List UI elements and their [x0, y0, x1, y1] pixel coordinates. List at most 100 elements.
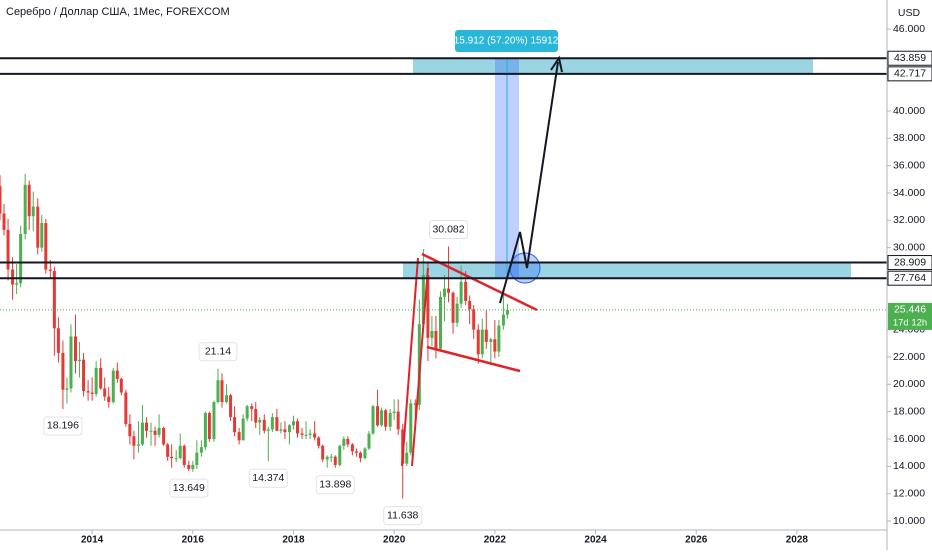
candle-body — [266, 429, 270, 431]
candle-body — [426, 274, 430, 338]
candle-body — [484, 329, 488, 342]
annotation-box — [248, 468, 288, 488]
candle-body — [350, 444, 354, 452]
candle-body — [229, 395, 233, 418]
drawings — [401, 55, 563, 467]
candle-body — [162, 428, 166, 445]
level-label-box — [887, 270, 932, 286]
candle-body — [371, 406, 375, 434]
candle-body — [111, 370, 115, 403]
candle-body — [354, 451, 358, 453]
candle-body — [258, 419, 262, 423]
level-label: 43.859 — [894, 52, 926, 64]
candle-body — [187, 464, 191, 470]
candle-body — [447, 288, 451, 293]
projection-path — [499, 61, 559, 304]
candle-body — [392, 411, 396, 414]
candle-body — [182, 445, 186, 465]
candle-body — [94, 367, 98, 394]
measure-label-box — [455, 30, 558, 52]
candle-body — [170, 456, 174, 459]
candle-body — [241, 418, 245, 441]
candle-body — [451, 292, 455, 323]
candle-body — [199, 447, 203, 453]
candle-body — [358, 452, 362, 459]
candle-body — [2, 213, 6, 230]
candle-body — [342, 438, 346, 446]
candle-body — [56, 328, 60, 353]
candle-body — [69, 336, 73, 389]
candle-body — [283, 429, 287, 433]
candle-body — [233, 417, 237, 433]
candle-body — [455, 303, 459, 323]
candle-body — [409, 403, 413, 453]
countdown-label: 17d 12h — [893, 317, 927, 328]
candle-body — [124, 392, 128, 424]
candle-body — [501, 314, 505, 326]
y-tick-label: 30.000 — [893, 241, 925, 253]
y-tick-label: 22.000 — [893, 351, 925, 363]
annotation-label: 21.14 — [205, 346, 231, 358]
level-label: 42.717 — [894, 68, 926, 80]
y-tick-label: 16.000 — [893, 433, 925, 445]
candle-body — [275, 417, 279, 431]
y-tick-label: 10.000 — [893, 515, 925, 527]
x-tick-label: 2016 — [182, 535, 205, 546]
y-tick-label: 32.000 — [893, 214, 925, 226]
candle-body — [317, 437, 321, 446]
candle-body — [157, 428, 161, 435]
candle-body — [245, 406, 249, 419]
x-tick-label: 2018 — [282, 535, 305, 546]
candle-body — [140, 422, 144, 445]
candle-body — [459, 281, 463, 304]
level-label-box — [887, 255, 932, 271]
annotation-label: 13.898 — [319, 478, 351, 490]
candle-body — [434, 331, 438, 349]
candle-body — [78, 359, 82, 362]
candle-body — [493, 339, 497, 352]
candle-body — [421, 274, 425, 325]
level-label: 27.764 — [894, 272, 926, 284]
last-price-label: 25.446 — [894, 304, 926, 316]
annotation-label: 18.196 — [47, 420, 79, 432]
candle-body — [254, 408, 258, 423]
x-tick-label: 2028 — [786, 535, 809, 546]
candle-body — [443, 288, 447, 297]
y-tick-label: 36.000 — [893, 159, 925, 171]
annotation-box — [43, 416, 83, 436]
candle-body — [329, 456, 333, 458]
levels — [0, 57, 887, 311]
candle-body — [132, 436, 136, 446]
annotation-box — [198, 342, 238, 362]
candle-body — [99, 367, 103, 389]
candle-body — [44, 223, 48, 270]
candle-body — [438, 296, 442, 349]
y-unit: USD — [898, 7, 921, 19]
candle-body — [296, 421, 300, 434]
candle-body — [136, 444, 140, 446]
candle-body — [270, 417, 274, 430]
candle-body — [36, 206, 40, 248]
candle-body — [333, 456, 337, 465]
candle-body — [304, 434, 308, 436]
annotation-label: 11.638 — [387, 509, 418, 521]
candle-body — [376, 406, 380, 426]
annotation-box — [383, 506, 423, 526]
candle-body — [384, 410, 388, 427]
candle-body — [0, 186, 2, 214]
candle-body — [11, 269, 15, 285]
candle-body — [61, 352, 65, 390]
candle-body — [220, 380, 224, 403]
level-label-box — [887, 66, 932, 82]
y-tick-label: 34.000 — [893, 187, 925, 199]
y-tick-label: 46.000 — [893, 23, 925, 35]
candle-body — [313, 433, 317, 438]
candle-body — [191, 464, 195, 470]
y-tick-label: 38.000 — [893, 132, 925, 144]
candle-body — [203, 413, 207, 448]
annotation-label: 30.082 — [432, 223, 464, 235]
candle-body — [65, 388, 69, 390]
candle-body — [250, 406, 254, 409]
candle-body — [338, 445, 342, 465]
